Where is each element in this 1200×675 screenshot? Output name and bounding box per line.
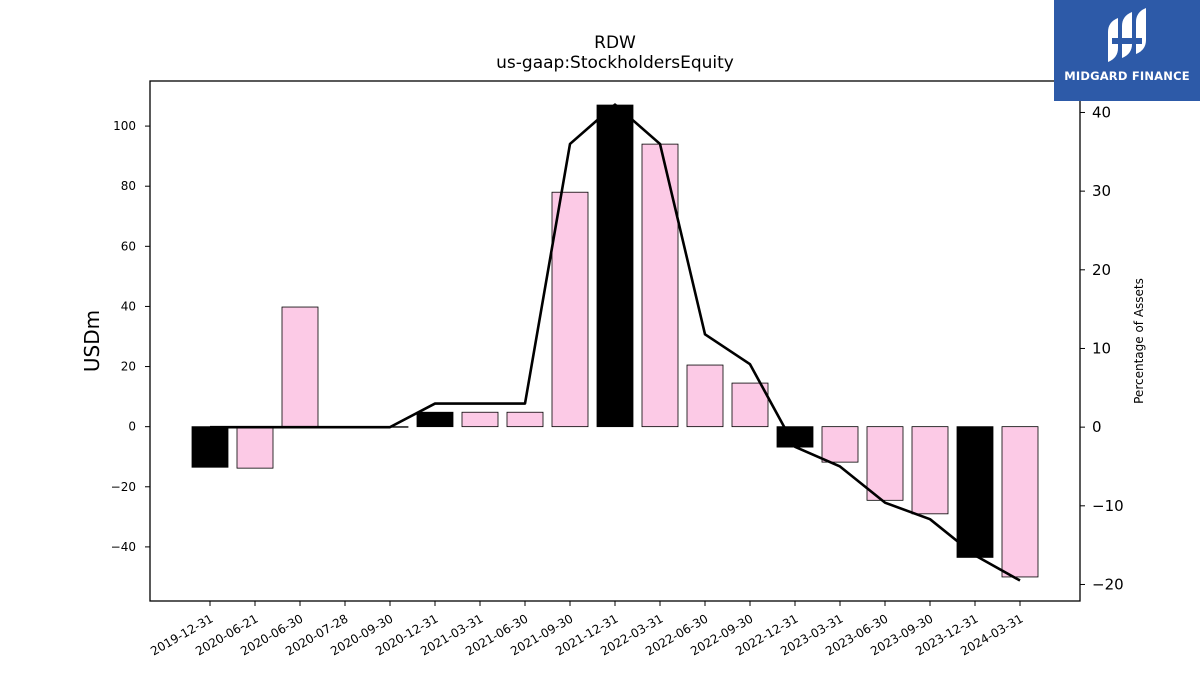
y-tick-label: 0 [128, 420, 136, 434]
y2-tick-label: −10 [1092, 497, 1124, 515]
y-tick-label: 40 [121, 299, 136, 313]
plot-frame [149, 80, 1081, 602]
bar [641, 143, 679, 428]
bar [506, 411, 544, 428]
bar [776, 426, 814, 448]
bar [281, 306, 319, 428]
bar [686, 364, 724, 428]
y2-tick-label: 10 [1092, 339, 1111, 357]
plot-area: −40−20020406080100−20−100102030402019-12… [111, 103, 1124, 658]
bar [866, 426, 904, 501]
bar [416, 411, 454, 428]
y-tick-label: 80 [121, 179, 136, 193]
y2-tick-label: 0 [1092, 418, 1102, 436]
logo-text: MIDGARD FINANCE [1064, 69, 1190, 83]
bar [956, 426, 994, 558]
bar [1001, 426, 1039, 578]
y2-tick-label: 40 [1092, 103, 1111, 121]
bar [461, 411, 499, 428]
bar [911, 426, 949, 515]
y-tick-label: 20 [121, 360, 136, 374]
y2-tick-label: 20 [1092, 261, 1111, 279]
bar [191, 426, 229, 468]
y2-tick-label: 30 [1092, 182, 1111, 200]
y2-tick-label: −20 [1092, 575, 1124, 593]
y-axis-label: USDm [80, 310, 104, 372]
midgard-finance-logo: MIDGARD FINANCE [1054, 0, 1200, 101]
midgard-logo-icon [1108, 8, 1146, 62]
bar [236, 426, 274, 469]
y-tick-label: −40 [111, 540, 136, 554]
y-tick-label: 100 [113, 119, 136, 133]
y-tick-label: −20 [111, 480, 136, 494]
y-tick-label: 60 [121, 239, 136, 253]
y2-axis-label: Percentage of Assets [1132, 278, 1146, 404]
bar [821, 426, 859, 463]
percentage-of-assets-line [210, 103, 1021, 582]
bar [731, 382, 769, 428]
chart-subtitle: us-gaap:StockholdersEquity [496, 53, 734, 73]
chart-title: RDW [594, 33, 636, 53]
bar [551, 191, 589, 428]
bar [596, 104, 634, 428]
